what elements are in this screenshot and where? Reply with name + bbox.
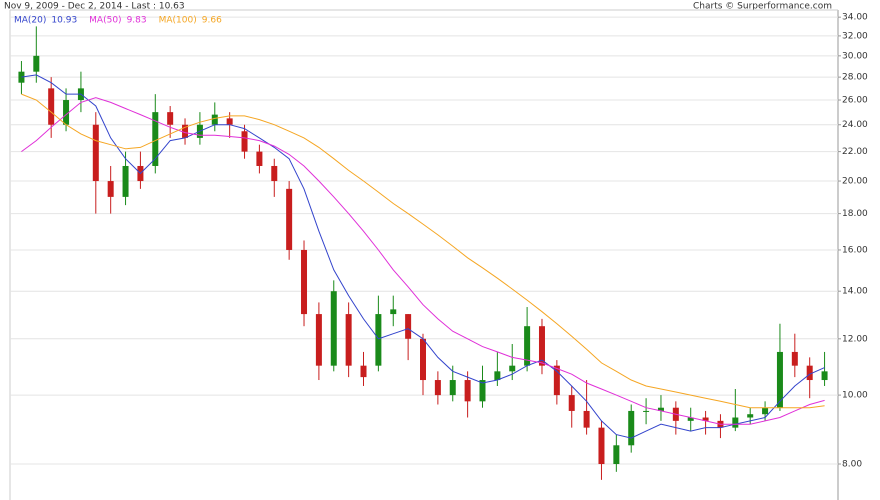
- candle-body: [92, 124, 99, 182]
- y-tick-label: 22.00: [842, 147, 868, 157]
- candle-body: [613, 445, 620, 465]
- y-tick-label: 34.00: [842, 13, 868, 23]
- legend-name: MA(50): [89, 16, 121, 26]
- candle-body: [687, 417, 694, 421]
- candle-body: [152, 112, 159, 166]
- candle-body: [628, 410, 635, 446]
- y-tick-label: 10.00: [842, 391, 868, 401]
- candle-body: [538, 326, 545, 366]
- candle-body: [345, 314, 352, 366]
- candle-body: [553, 365, 560, 396]
- candle-body: [762, 407, 769, 415]
- ma-line: [21, 97, 825, 425]
- candle-body: [747, 414, 754, 418]
- y-tick-label: 26.00: [842, 96, 868, 106]
- candle-body: [598, 427, 605, 465]
- candle-body: [643, 410, 650, 412]
- candle-body: [821, 371, 828, 381]
- candle-body: [107, 181, 114, 197]
- legend-value: 10.93: [51, 16, 77, 26]
- candle-body: [657, 407, 664, 411]
- y-tick-label: 12.00: [842, 334, 868, 344]
- legend-name: MA(20): [14, 16, 46, 26]
- candle-body: [405, 314, 412, 339]
- candle-body: [524, 326, 531, 366]
- y-tick-label: 14.00: [842, 287, 868, 297]
- candle-body: [702, 417, 709, 421]
- candle-body: [226, 118, 233, 125]
- candle-body: [375, 314, 382, 366]
- candle-body: [791, 351, 798, 366]
- legend-name: MA(100): [159, 16, 197, 26]
- legend-value: 9.83: [127, 16, 147, 26]
- candle-body: [315, 314, 322, 366]
- y-tick-label: 32.00: [842, 31, 868, 41]
- candle-body: [568, 395, 575, 411]
- y-tick-label: 24.00: [842, 120, 868, 130]
- candle-body: [509, 365, 516, 372]
- ma-line: [21, 74, 825, 439]
- candle-body: [806, 365, 813, 381]
- candle-body: [330, 291, 337, 366]
- candle-body: [63, 100, 70, 125]
- candle-body: [434, 380, 441, 396]
- y-tick-label: 18.00: [842, 209, 868, 219]
- candle-body: [420, 338, 426, 381]
- candle-body: [301, 249, 308, 315]
- y-tick-label: 30.00: [842, 51, 868, 61]
- candle-body: [122, 165, 129, 197]
- candle-body: [776, 351, 783, 408]
- candle-body: [48, 88, 55, 125]
- candle-body: [33, 55, 40, 72]
- candle-body: [182, 124, 189, 138]
- candle-body: [286, 188, 293, 250]
- candle-body: [271, 165, 278, 182]
- candle-body: [479, 380, 486, 402]
- y-tick-label: 16.00: [842, 245, 868, 255]
- candle-body: [241, 131, 248, 152]
- chart-title: Nov 9, 2009 - Dec 2, 2014 - Last : 10.63: [4, 2, 185, 12]
- candle-body: [211, 114, 218, 125]
- candle-body: [449, 380, 456, 396]
- y-tick-label: 20.00: [842, 177, 868, 187]
- y-tick-label: 28.00: [842, 73, 868, 83]
- ma-line: [21, 93, 825, 409]
- candle-body: [256, 151, 263, 166]
- y-tick-label: 8.00: [842, 460, 862, 470]
- legend-value: 9.66: [202, 16, 222, 26]
- candle-body: [464, 380, 471, 402]
- credit: Charts © Surperformance.com: [693, 2, 832, 12]
- candle-body: [390, 309, 397, 315]
- candle-body: [494, 371, 501, 381]
- candle-body: [583, 410, 590, 428]
- candle-body: [167, 112, 174, 125]
- candle-body: [360, 365, 367, 378]
- candle-body: [732, 417, 739, 428]
